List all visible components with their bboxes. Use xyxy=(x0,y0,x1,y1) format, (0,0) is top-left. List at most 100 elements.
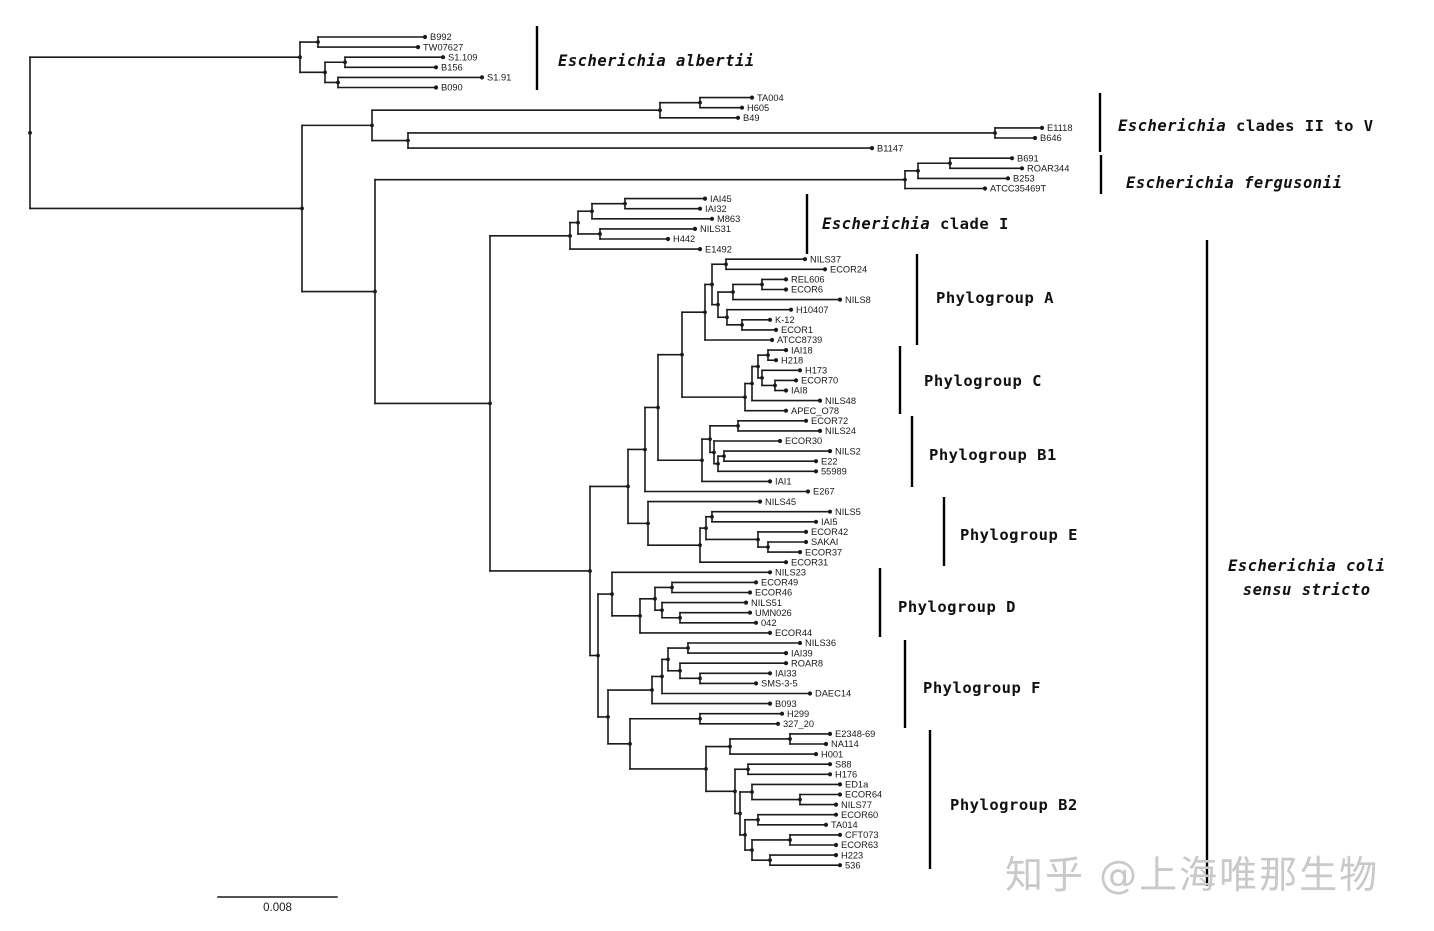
tree-node-dot xyxy=(650,688,654,692)
taxon-tip-dot xyxy=(767,671,773,676)
taxon-label: APEC_O78 xyxy=(791,406,839,416)
tree-node-dot xyxy=(666,657,670,662)
taxon-tip-dot xyxy=(433,65,439,70)
taxon-label: DAEC14 xyxy=(815,689,851,699)
taxon-tip-dot xyxy=(779,711,785,716)
taxon-tip-dot xyxy=(788,307,794,312)
taxon-tip-dot xyxy=(803,418,809,423)
taxon-label: H299 xyxy=(787,709,809,719)
taxon-label: H10407 xyxy=(796,305,829,315)
taxon-tip-dot xyxy=(837,863,843,868)
tree-node-dot xyxy=(628,741,632,746)
taxon-tip-dot xyxy=(833,802,839,807)
tree-node-dot xyxy=(712,450,716,455)
taxon-label: NILS77 xyxy=(841,800,872,810)
tree-node-dot xyxy=(406,138,410,143)
taxon-tip-dot xyxy=(433,85,439,90)
taxon-tip-dot xyxy=(783,388,789,393)
taxon-tip-dot xyxy=(422,34,428,40)
tree-node-dot xyxy=(660,674,664,679)
taxon-label: ECOR46 xyxy=(755,588,792,598)
taxon-label: ECOR44 xyxy=(775,628,812,638)
tree-node-dot xyxy=(678,668,682,673)
taxon-tip-dot xyxy=(827,731,833,737)
taxon-tip-dot xyxy=(807,691,813,696)
taxon-label: ECOR24 xyxy=(830,265,867,275)
taxon-tip-dot xyxy=(803,529,809,535)
taxon-tip-dot xyxy=(1039,125,1045,130)
taxon-tip-dot xyxy=(747,590,753,595)
taxon-tip-dot xyxy=(823,822,829,827)
tree-node-dot xyxy=(716,461,720,466)
taxon-tip-dot xyxy=(793,378,799,383)
taxon-label: NILS8 xyxy=(845,295,871,305)
taxon-label: ECOR64 xyxy=(845,790,882,800)
taxon-label: NILS24 xyxy=(825,426,856,436)
tree-node-dot xyxy=(708,437,712,442)
taxon-label: IAI32 xyxy=(705,204,727,214)
taxon-label: CFT073 xyxy=(845,830,879,840)
taxon-label: ECOR42 xyxy=(811,527,848,537)
taxon-label: IAI8 xyxy=(791,386,808,396)
tree-node-dot xyxy=(756,537,760,542)
taxon-label: 55989 xyxy=(821,467,847,477)
taxon-label: E22 xyxy=(821,456,838,466)
taxon-label: H173 xyxy=(805,366,827,376)
taxon-tip-dot xyxy=(665,236,671,242)
tree-node-dot xyxy=(750,790,754,794)
taxon-label: ATCC8739 xyxy=(777,335,822,345)
taxon-label: M863 xyxy=(717,214,740,224)
taxon-tip-dot xyxy=(805,489,811,494)
taxon-tip-dot xyxy=(827,762,833,767)
taxon-label: ECOR31 xyxy=(791,557,828,567)
tree-node-dot xyxy=(646,521,650,526)
taxon-label: IAI45 xyxy=(710,194,732,204)
taxon-tip-dot xyxy=(709,216,715,221)
taxon-tip-dot xyxy=(773,327,779,332)
tree-node-dot xyxy=(610,592,614,596)
taxon-tip-dot xyxy=(767,701,773,706)
taxon-label: ECOR63 xyxy=(841,840,878,850)
tree-node-dot xyxy=(903,177,907,182)
tree-node-dot xyxy=(370,123,374,128)
tree-node-dot xyxy=(698,716,702,721)
tree-node-dot xyxy=(725,315,729,320)
taxon-tip-dot xyxy=(1009,156,1015,161)
taxon-tip-dot xyxy=(739,105,745,110)
taxon-tip-dot xyxy=(837,792,843,797)
taxon-tip-dot xyxy=(837,832,843,838)
tree-node-dot xyxy=(740,322,744,327)
taxon-tip-dot xyxy=(415,45,421,50)
taxon-tip-dot xyxy=(827,509,833,514)
taxon-tip-dot xyxy=(735,115,741,120)
tree-node-dot xyxy=(653,596,657,601)
taxon-tip-dot xyxy=(837,782,843,787)
taxon-label: TA014 xyxy=(831,820,858,830)
taxon-label: ROAR344 xyxy=(1027,164,1069,174)
taxon-label: NILS2 xyxy=(835,446,861,456)
taxon-label: ECOR49 xyxy=(761,578,798,588)
taxon-tip-dot xyxy=(767,570,773,575)
tree-node-dot xyxy=(660,608,664,613)
taxon-label: NILS23 xyxy=(775,568,806,578)
taxon-tip-dot xyxy=(817,398,823,403)
taxon-label: NILS48 xyxy=(825,396,856,406)
tree-node-dot xyxy=(704,767,708,771)
taxon-tip-dot xyxy=(813,469,819,474)
tree-node-dot xyxy=(576,220,580,225)
taxon-tip-dot xyxy=(1032,135,1038,141)
taxon-label: B1147 xyxy=(877,143,903,153)
tree-node-dot xyxy=(623,201,627,206)
tree-node-dot xyxy=(698,676,702,681)
taxon-label: ECOR70 xyxy=(801,376,838,386)
tree-node-dot xyxy=(756,817,760,822)
tree-node-dot xyxy=(710,514,714,519)
taxon-label: E2348-69 xyxy=(835,729,875,739)
tree-node-dot xyxy=(760,282,764,287)
taxon-tip-dot xyxy=(1005,176,1011,181)
tree-node-dot xyxy=(704,526,708,531)
taxon-label: TW07627 xyxy=(423,42,463,52)
taxon-tip-dot xyxy=(743,600,749,605)
taxon-tip-dot xyxy=(747,610,753,615)
